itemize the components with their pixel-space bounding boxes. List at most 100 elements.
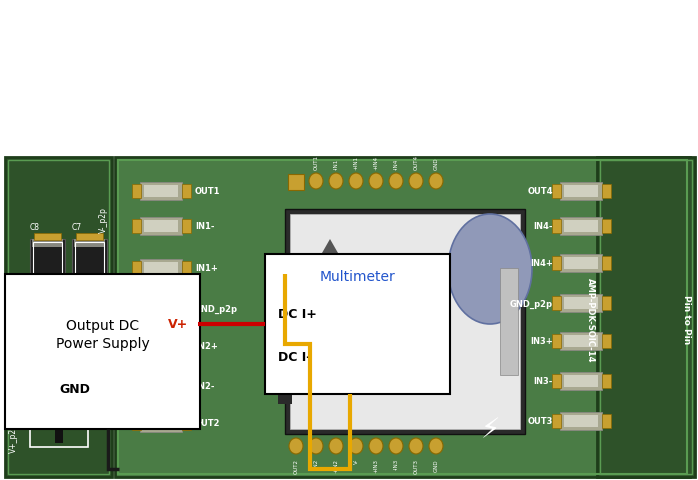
Bar (140, 300, 182, 317)
Bar (564, 257, 598, 269)
Bar (564, 220, 598, 232)
Bar (75, 332, 104, 378)
Text: C5: C5 (30, 312, 40, 321)
Bar (32, 329, 63, 337)
Text: IN1+: IN1+ (195, 264, 218, 273)
Bar (55, 423, 63, 443)
Text: OUT1: OUT1 (313, 155, 318, 169)
Text: OUT4: OUT4 (528, 187, 553, 196)
Bar (602, 374, 611, 388)
Ellipse shape (369, 174, 383, 190)
Bar (140, 260, 182, 277)
Bar (144, 302, 178, 314)
Bar (265, 254, 450, 394)
Bar (132, 339, 141, 353)
Text: ⚡: ⚡ (480, 415, 500, 443)
Text: IN2-: IN2- (195, 382, 214, 391)
Text: -IN4: -IN4 (394, 158, 399, 169)
Text: -IN2: -IN2 (313, 458, 318, 469)
Bar (602, 296, 611, 311)
Bar (144, 186, 178, 198)
Text: OUT4: OUT4 (413, 155, 419, 169)
Text: V+_p2p: V+_p2p (8, 422, 17, 452)
Bar (288, 175, 304, 191)
Bar (552, 414, 561, 428)
Bar (285, 210, 525, 434)
Bar (500, 268, 518, 375)
Bar (74, 283, 105, 291)
Ellipse shape (349, 174, 363, 190)
Text: IN4+: IN4+ (530, 259, 553, 268)
Text: GND: GND (433, 458, 438, 471)
Bar (182, 339, 191, 353)
Bar (140, 337, 182, 355)
Bar (34, 291, 61, 299)
Bar (564, 186, 598, 198)
Ellipse shape (309, 438, 323, 454)
Bar (72, 329, 107, 381)
Bar (72, 240, 107, 291)
Bar (76, 324, 103, 330)
Text: C6: C6 (72, 312, 82, 321)
Bar (597, 157, 695, 477)
Ellipse shape (409, 174, 423, 190)
Bar (132, 219, 141, 233)
Text: IN2+: IN2+ (195, 342, 218, 351)
Bar (144, 263, 178, 275)
Bar (552, 219, 561, 233)
Ellipse shape (389, 174, 403, 190)
Bar (140, 217, 182, 236)
Bar (74, 373, 105, 381)
Bar (144, 380, 178, 392)
Bar (552, 374, 561, 388)
Bar (140, 377, 182, 395)
Bar (32, 240, 63, 248)
Bar (5, 275, 200, 429)
Text: Output DC
Power Supply: Output DC Power Supply (56, 318, 149, 350)
Text: -IN3: -IN3 (394, 458, 399, 469)
Text: GND: GND (433, 157, 438, 169)
Bar (144, 340, 178, 352)
Ellipse shape (349, 438, 363, 454)
Text: IN3+: IN3+ (530, 337, 553, 346)
Bar (115, 157, 690, 477)
Bar (560, 412, 602, 430)
Text: +IN4: +IN4 (373, 156, 378, 169)
Bar (552, 334, 561, 348)
Bar (182, 262, 191, 276)
Ellipse shape (409, 438, 423, 454)
Text: V-: V- (353, 458, 359, 463)
Bar (132, 185, 141, 199)
Text: IN1-: IN1- (195, 222, 214, 231)
Bar (74, 240, 105, 248)
Bar (564, 336, 598, 347)
Bar (290, 215, 520, 429)
Bar (560, 254, 602, 273)
Bar (564, 298, 598, 309)
Ellipse shape (429, 438, 443, 454)
Bar (75, 242, 104, 288)
Bar (552, 256, 561, 270)
Bar (132, 416, 141, 430)
Text: GND_p2p: GND_p2p (195, 304, 238, 313)
Bar (600, 161, 692, 474)
Bar (76, 381, 103, 388)
Text: V+: V+ (168, 318, 188, 331)
Bar (140, 182, 182, 201)
Bar (560, 294, 602, 312)
Text: DC I–: DC I– (278, 351, 313, 364)
Bar (34, 233, 61, 240)
Text: +IN3: +IN3 (373, 458, 378, 472)
Bar (564, 375, 598, 387)
Ellipse shape (309, 174, 323, 190)
Bar (30, 329, 65, 381)
Text: GND_p2p: GND_p2p (510, 299, 553, 308)
Bar (552, 185, 561, 199)
Text: OUT1: OUT1 (195, 187, 221, 196)
Bar (564, 415, 598, 427)
Text: DC I+: DC I+ (278, 308, 317, 321)
Bar (602, 414, 611, 428)
Text: OUT3: OUT3 (413, 458, 419, 473)
Text: IN3-: IN3- (534, 377, 553, 386)
Bar (132, 262, 141, 276)
